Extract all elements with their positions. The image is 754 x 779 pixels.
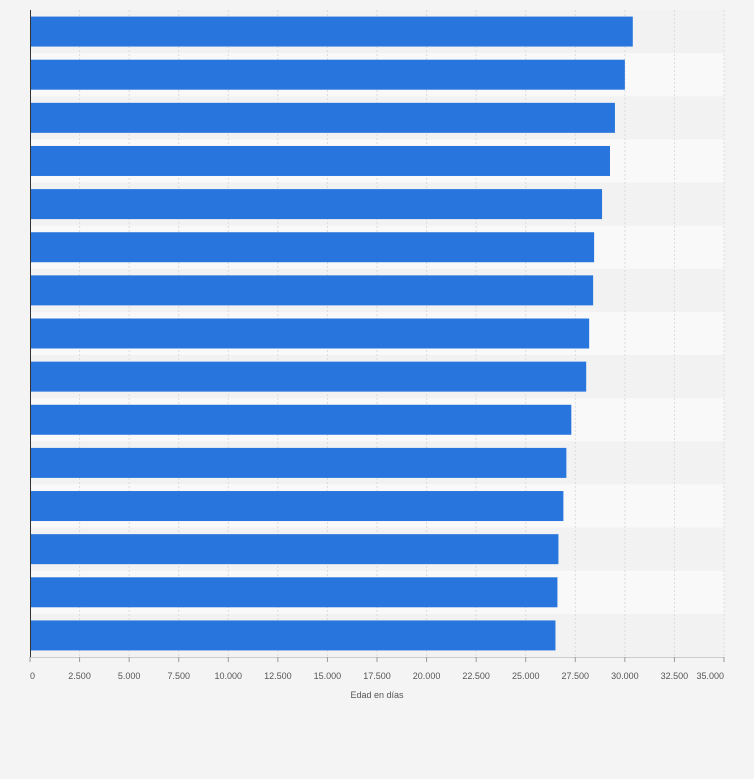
bar xyxy=(30,232,595,263)
bar xyxy=(30,447,567,478)
x-tick-label: 5.000 xyxy=(118,671,141,681)
bar xyxy=(30,189,603,220)
bars xyxy=(30,16,633,651)
x-tick-label: 20.000 xyxy=(413,671,441,681)
bar xyxy=(30,361,587,392)
bar xyxy=(30,620,556,651)
x-tick-label: 12.500 xyxy=(264,671,292,681)
x-tick-label: 35.000 xyxy=(696,671,724,681)
x-tick-label: 27.500 xyxy=(562,671,590,681)
bar xyxy=(30,59,625,90)
x-tick-label: 30.000 xyxy=(611,671,639,681)
x-tick-label: 32.500 xyxy=(661,671,689,681)
bar xyxy=(30,491,564,522)
x-tick-labels: 0 2.500 5.000 7.500 10.000 12.500 15.000 17.500… xyxy=(29,657,725,681)
x-tick-label: 22.500 xyxy=(462,671,490,681)
bar xyxy=(30,275,594,306)
bar xyxy=(30,145,610,176)
x-tick-label: 10.000 xyxy=(215,671,243,681)
x-axis-title: Edad en días xyxy=(350,690,404,700)
bar xyxy=(30,577,558,608)
x-tick-label: 15.000 xyxy=(314,671,342,681)
x-tick-label: 7.500 xyxy=(167,671,190,681)
bar xyxy=(30,102,615,133)
bar xyxy=(30,404,572,435)
bar xyxy=(30,534,559,565)
x-tick-label: 2.500 xyxy=(68,671,91,681)
bar xyxy=(30,318,590,349)
bar xyxy=(30,16,633,47)
x-tick-label: 17.500 xyxy=(363,671,391,681)
x-tick-label: 0 xyxy=(30,671,35,681)
x-tick-label: 25.000 xyxy=(512,671,540,681)
